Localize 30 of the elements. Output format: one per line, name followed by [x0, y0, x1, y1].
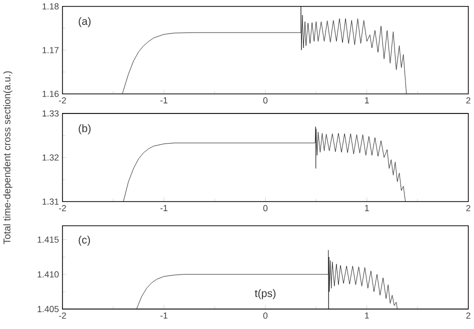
annotation: (a)	[78, 17, 91, 28]
y-tick-label: 1.18	[42, 3, 59, 10]
x-tick-label: 1	[365, 312, 369, 319]
y-tick-label: 1.410	[38, 271, 59, 278]
annotation: (b)	[78, 124, 91, 134]
x-tick-label: -1	[160, 312, 168, 319]
x-tick-label: 1	[365, 97, 369, 104]
y-tick-label: 1.33	[42, 110, 59, 117]
y-tick-label: 1.31	[42, 198, 59, 205]
x-tick-label: 0	[263, 205, 268, 212]
x-tick-label: 2	[466, 312, 470, 319]
y-tick-label: 1.32	[42, 154, 59, 161]
x-tick-label: 2	[466, 205, 470, 212]
x-tick-label: -2	[58, 312, 66, 319]
x-tick-label: 1	[365, 205, 369, 212]
x-tick-label: -2	[58, 97, 66, 104]
y-axis-title: Total time-dependent cross section(a.u.)	[3, 72, 12, 244]
x-tick-label: 0	[263, 97, 268, 104]
y-tick-label: 1.16	[42, 90, 59, 98]
x-tick-label: 2	[466, 97, 470, 104]
y-tick-label: 1.17	[42, 47, 59, 54]
x-tick-label: 0	[263, 312, 268, 319]
y-tick-label: 1.415	[38, 236, 59, 243]
annotation: (c)	[78, 236, 90, 246]
line-series	[122, 6, 407, 94]
x-tick-label: -1	[160, 97, 168, 104]
x-tick-label: -2	[58, 205, 66, 212]
x-axis-title: t(ps)	[254, 289, 276, 300]
y-tick-label: 1.405	[38, 306, 59, 312]
x-tick-label: -1	[160, 205, 168, 212]
